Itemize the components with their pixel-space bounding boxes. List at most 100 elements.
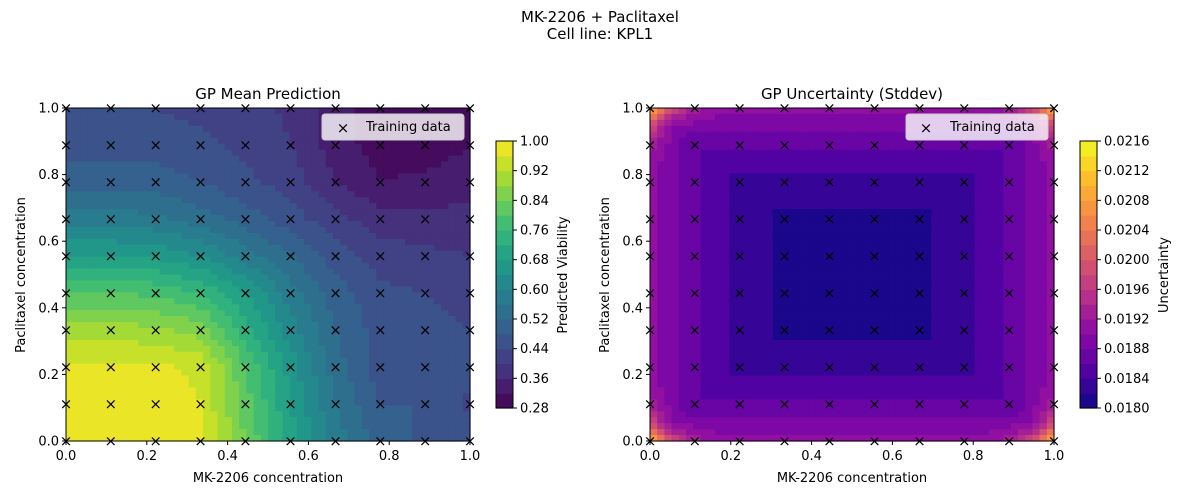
training-point-marker: × [1003,395,1016,413]
colorbar-tick-label: 0.0212 [1104,164,1150,179]
training-point-marker: × [868,173,881,191]
uncertainty-subplot: GP Uncertainty (Stddev) × × × × × × × × × × × × × × × ×… [598,85,1172,486]
colorbar-band [496,170,513,187]
x-tick-label: 1.0 [1044,449,1065,464]
training-point-marker: × [194,136,207,154]
training-point-marker: × [689,395,702,413]
colorbar-tick-label: 0.92 [520,164,549,179]
x-tick-label: 0.4 [801,449,822,464]
colorbar-tick-label: 0.0184 [1104,372,1150,387]
training-point-marker: × [689,321,702,339]
colorbar-band [496,393,513,409]
training-point-marker: × [689,210,702,228]
colorbar-band [1080,244,1097,261]
training-point-marker: × [194,321,207,339]
training-point-marker: × [689,173,702,191]
training-point-marker: × [958,321,971,339]
colorbar-frame [495,140,514,409]
training-point-marker: × [689,136,702,154]
training-point-marker: × [329,210,342,228]
training-point-marker: × [419,358,432,376]
training-point-marker: × [419,210,432,228]
colorbar-band [496,141,513,157]
plasma-surface [650,108,1055,442]
colorbar-band [496,230,513,246]
training-point-marker: × [374,247,387,265]
training-point-marker: × [239,136,252,154]
colorbar-band [1080,289,1097,305]
training-point-marker: × [868,210,881,228]
training-point-marker: × [284,358,297,376]
x-tick-label: 0.6 [882,449,903,464]
training-point-marker: × [194,173,207,191]
training-point-marker: × [149,136,162,154]
colorbar-band [1080,319,1097,335]
uncertainty-legend-label: Training data [949,120,1035,135]
uncertainty-xlabel: MK-2206 concentration [777,471,927,486]
y-tick-label: 0.0 [38,435,59,450]
mean-legend[interactable]: × Training data [321,113,465,141]
training-point-marker: × [329,173,342,191]
colorbar-tick-label: 0.68 [520,253,549,268]
mean-subplot: GP Mean Prediction ×××××××××××××××××××××… [14,85,571,486]
training-point-marker: × [1003,173,1016,191]
training-point-marker: × [374,284,387,302]
training-point-marker: × [374,358,387,376]
training-point-marker: × [778,173,791,191]
training-point-marker: × [419,284,432,302]
y-tick-label: 0.8 [622,168,643,183]
colorbar-band [496,259,513,276]
colorbar-tick-label: 0.0208 [1104,194,1150,209]
training-point-marker: × [149,395,162,413]
training-point-marker: × [823,395,836,413]
training-point-marker: × [778,136,791,154]
training-point-marker: × [239,284,252,302]
training-point-marker: × [105,321,118,339]
training-point-marker: × [733,395,746,413]
uncertainty-plot-title: GP Uncertainty (Stddev) [761,85,943,103]
training-point-marker: × [194,210,207,228]
training-point-marker: × [868,247,881,265]
colorbar-band [496,378,513,394]
training-point-marker: × [913,395,926,413]
colorbar-band [1080,333,1097,350]
training-point-marker: × [239,173,252,191]
training-point-marker: × [149,358,162,376]
colorbar-band [496,319,513,335]
training-point-marker: × [105,395,118,413]
y-tick-label: 0.4 [622,301,643,316]
training-point-marker: × [958,395,971,413]
training-point-marker: × [105,173,118,191]
colorbar-tick-label: 0.0192 [1104,313,1150,328]
x-tick-label: 0.2 [720,449,741,464]
training-point-marker: × [419,395,432,413]
training-point-marker: × [778,358,791,376]
colorbar-band [1080,378,1097,394]
training-point-marker: × [1003,284,1016,302]
colorbar-tick-label: 0.52 [520,313,549,328]
colorbar-band [496,244,513,261]
training-point-marker: × [284,173,297,191]
colorbar-band [496,215,513,231]
colorbar-tick-label: 0.0188 [1104,342,1150,357]
colorbar-band [1080,185,1097,201]
y-tick-label: 0.6 [622,235,643,250]
x-tick-label: 0.2 [136,449,157,464]
training-point-marker: × [1003,210,1016,228]
training-point-marker: × [239,247,252,265]
colorbar-tick-label: 0.0204 [1104,224,1150,239]
training-point-marker: × [733,284,746,302]
y-tick-label: 0.8 [38,168,59,183]
colorbar-band [496,304,513,320]
training-point-marker: × [1003,358,1016,376]
colorbar-tick-label: 0.0180 [1104,402,1150,417]
x-tick-label: 0.8 [963,449,984,464]
training-point-marker: × [823,210,836,228]
training-point-marker: × [823,173,836,191]
uncertainty-colorbar-label: Uncertainty [1157,237,1172,313]
training-point-marker: × [913,173,926,191]
uncertainty-legend[interactable]: × Training data [905,113,1049,141]
colorbar-frame [1079,140,1098,409]
colorbar-band [1080,274,1097,290]
training-point-marker: × [284,321,297,339]
